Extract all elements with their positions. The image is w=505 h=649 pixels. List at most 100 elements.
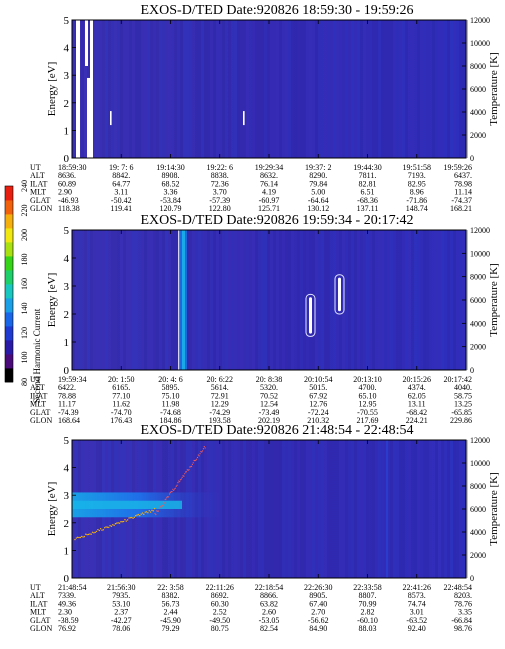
ephemeris-cell: 22:11:26	[206, 583, 234, 592]
rising-trace	[74, 446, 206, 541]
colorbar-block	[5, 242, 13, 257]
ephemeris-cell: 18:59:30	[58, 163, 86, 172]
ephemeris-cell: 5015.	[309, 383, 327, 392]
ephemeris-cell: 78.88	[58, 391, 76, 400]
ephemeris-cell: 20:10:54	[304, 375, 332, 384]
ephemeris-cell: 76.14	[260, 179, 278, 188]
ephemeris-cell: 20: 6:22	[207, 375, 233, 384]
ephemeris-cell: -74.70	[111, 408, 132, 417]
ephemeris-cell: 19: 7: 6	[109, 163, 133, 172]
ephemeris-cell: 88.03	[359, 624, 377, 633]
colorbar-block	[5, 200, 13, 215]
ephemeris-row-label: GLON	[30, 204, 52, 213]
ephemeris-cell: 67.92	[309, 391, 327, 400]
colorbar-block	[5, 298, 13, 313]
ephemeris-cell: -60.97	[259, 196, 280, 205]
ephemeris-cell: 82.54	[260, 624, 278, 633]
ephemeris-cell: 3.11	[114, 188, 128, 197]
ephemeris-cell: -49.50	[209, 616, 230, 625]
data-gap	[85, 20, 88, 66]
data-gap	[90, 20, 93, 158]
y-tick-label: 1	[64, 337, 70, 349]
y2-tick-label: 0	[470, 574, 474, 583]
colorbar-tick-label: 200	[20, 229, 29, 241]
ephemeris-cell: 22:48:54	[444, 583, 472, 592]
ephemeris-cell: 193.58	[209, 416, 231, 425]
ephemeris-cell: 6.51	[361, 188, 375, 197]
ephemeris-cell: 79.84	[309, 179, 327, 188]
y-tick-label: 1	[64, 545, 70, 557]
ephemeris-cell: 20:17:42	[444, 375, 472, 384]
ephemeris-cell: -74.39	[58, 408, 79, 417]
y-tick-label: 0	[64, 153, 70, 165]
ephemeris-cell: 53.10	[112, 599, 130, 608]
ephemeris-cell: 148.74	[406, 204, 428, 213]
ephemeris-cell: -56.62	[308, 616, 329, 625]
colorbar: Second Harmonic Current 240 220 200 180 160 1…	[4, 180, 42, 403]
y-axis-label: Energy [eV]	[46, 62, 58, 116]
intensity-stripe	[386, 440, 388, 578]
ephemeris-cell: 8203.	[454, 591, 472, 600]
ephemeris-cell: 78.98	[454, 179, 472, 188]
data-gap	[243, 111, 245, 126]
colorbar-block	[5, 228, 13, 243]
ephemeris-cell: 7811.	[359, 171, 377, 180]
panel-title: EXOS-D/TED Date:920826 21:48:54 - 22:48:…	[141, 423, 414, 438]
y2-tick-label: 6000	[470, 85, 486, 94]
y2-tick-label: 4000	[470, 319, 486, 328]
ephemeris-cell: 22:33:58	[353, 583, 381, 592]
ephemeris-cell: 7339.	[58, 591, 76, 600]
panel-title: EXOS-D/TED Date:920826 18:59:30 - 19:59:…	[141, 3, 414, 18]
ephemeris-cell: 70.99	[359, 599, 377, 608]
ephemeris-row-label: GLON	[30, 416, 52, 425]
ephemeris-cell: 184.86	[160, 416, 182, 425]
ephemeris-cell: 20:15:26	[403, 375, 431, 384]
ephemeris-cell: 76.92	[58, 624, 76, 633]
data-gap	[110, 111, 112, 126]
ephemeris-cell: -65.85	[451, 408, 472, 417]
ephemeris-cell: -38.59	[58, 616, 79, 625]
y-tick-label: 4	[64, 463, 70, 475]
ephemeris-cell: 19:22: 6	[207, 163, 233, 172]
ephemeris-cell: 19:44:30	[353, 163, 381, 172]
data-gap	[309, 297, 312, 334]
panels: EXOS-D/TED Date:920826 18:59:30 - 19:59:…	[30, 3, 500, 633]
spectrogram-panel-2: EXOS-D/TED Date:920826 19:59:34 - 20:17:…	[30, 213, 500, 425]
colorbar-tick-label: 120	[20, 327, 29, 339]
y-tick-label: 4	[64, 253, 70, 265]
y2-tick-label: 0	[470, 366, 474, 375]
y-tick-label: 2	[64, 98, 70, 110]
ephemeris-cell: 2.37	[114, 608, 128, 617]
ephemeris-cell: 3.70	[213, 188, 227, 197]
ephemeris-row-label: ALT	[30, 171, 45, 180]
y2-axis-label: Temperature [K]	[488, 263, 500, 336]
ephemeris-cell: -45.90	[160, 616, 181, 625]
data-gap	[87, 77, 90, 158]
colorbar-block	[5, 186, 13, 201]
colorbar-blocks	[4, 185, 14, 383]
y-tick-label: 5	[64, 15, 70, 27]
y2-tick-label: 10000	[470, 39, 490, 48]
y2-tick-label: 8000	[470, 482, 486, 491]
ephemeris-cell: 5320.	[260, 383, 278, 392]
y-axis-label: Energy [eV]	[46, 273, 58, 327]
ephemeris-cell: 8573.	[408, 591, 426, 600]
beam-core	[72, 500, 182, 509]
y-tick-label: 3	[64, 70, 70, 82]
ephemeris-cell: 8905.	[309, 591, 327, 600]
y-tick-label: 1	[64, 125, 70, 137]
y2-tick-label: 4000	[470, 528, 486, 537]
colorbar-ticks: 240 220 200 180 160 140 120 100 80	[20, 180, 29, 386]
ephemeris-cell: 6437.	[454, 171, 472, 180]
ephemeris-cell: 4040.	[454, 383, 472, 392]
ephemeris-cell: 2.44	[164, 608, 178, 617]
y2-tick-label: 8000	[470, 273, 486, 282]
ephemeris-cell: 12.95	[359, 400, 377, 409]
ephemeris-cell: 19:59:26	[444, 163, 472, 172]
ephemeris-cell: 118.38	[58, 204, 80, 213]
ephemeris-cell: 2.52	[213, 608, 227, 617]
ephemeris-cell: 125.71	[258, 204, 280, 213]
ephemeris-cell: 19:29:34	[255, 163, 283, 172]
colorbar-block	[5, 368, 13, 383]
